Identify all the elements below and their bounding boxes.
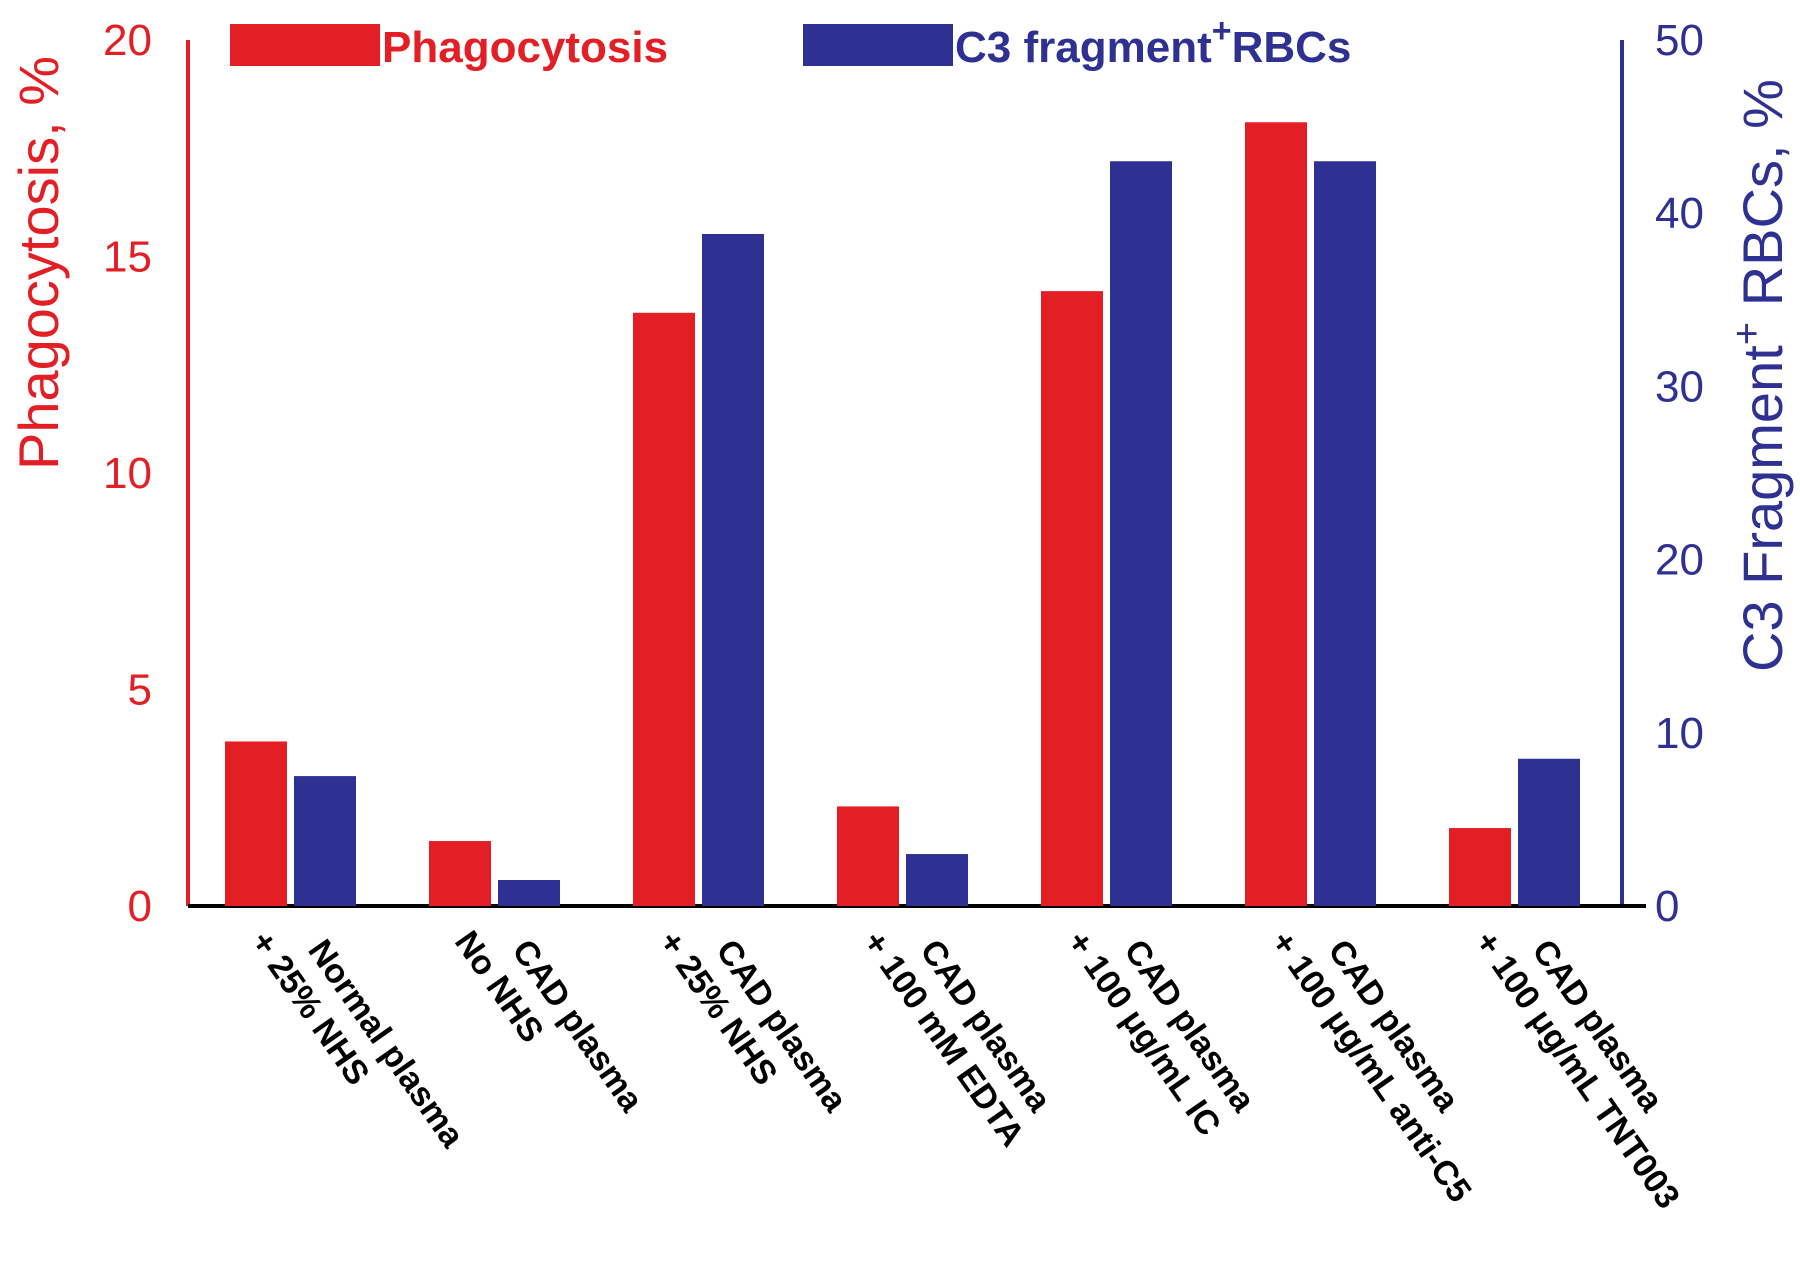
right-tick-label: 20 — [1655, 536, 1704, 585]
right-tick-label: 30 — [1655, 362, 1704, 411]
category-label-4: CAD plasma+ 100 mM EDTA — [855, 924, 1059, 1153]
left-axis-title: Phagocytosis, % — [7, 56, 70, 470]
right-axis-title-main: C3 Fragment — [1731, 345, 1794, 672]
bar-phagocytosis-3 — [633, 312, 695, 906]
bar-c3-fragment-4 — [906, 854, 968, 906]
category-label-7: CAD plasma+ 100 μg/mL TNT003 — [1467, 924, 1687, 1215]
right-axis-title-sup: + — [1725, 322, 1769, 345]
right-tick-label: 50 — [1655, 16, 1704, 65]
bar-phagocytosis-5 — [1041, 291, 1103, 906]
legend-label-c3: C3 fragment+RBCs — [955, 12, 1351, 72]
bar-c3-fragment-5 — [1110, 161, 1172, 907]
legend: Phagocytosis C3 fragment+RBCs — [230, 12, 1351, 72]
right-tick-label: 40 — [1655, 189, 1704, 238]
ticks: 0 5 10 15 20 0 10 20 30 40 50 — [103, 16, 1704, 931]
bar-c3-fragment-3 — [702, 233, 764, 906]
legend-label-c3-main: C3 fragment — [955, 23, 1212, 72]
bars — [225, 122, 1580, 907]
legend-swatch-c3 — [803, 24, 953, 66]
bar-c3-fragment-6 — [1314, 161, 1376, 907]
left-tick-label: 5 — [128, 666, 152, 715]
left-tick-label: 20 — [103, 16, 152, 65]
bar-phagocytosis-6 — [1245, 122, 1307, 906]
left-tick-label: 10 — [103, 449, 152, 498]
bar-c3-fragment-1 — [294, 776, 356, 906]
bar-phagocytosis-7 — [1449, 828, 1511, 906]
right-tick-label: 0 — [1655, 882, 1679, 931]
right-axis-title-tail: RBCs, % — [1731, 79, 1794, 322]
bar-c3-fragment-7 — [1518, 758, 1580, 906]
axes — [186, 40, 1646, 908]
legend-label-c3-sup: + — [1212, 12, 1232, 50]
bar-phagocytosis-1 — [225, 741, 287, 906]
left-tick-label: 15 — [103, 233, 152, 282]
legend-swatch-phagocytosis — [230, 24, 380, 66]
legend-label-phagocytosis: Phagocytosis — [382, 23, 668, 72]
bar-phagocytosis-4 — [837, 806, 899, 906]
category-label-1: Normal plasma+ 25% NHS — [243, 924, 472, 1155]
category-label-5: CAD plasma+ 100 μg/mL IC — [1059, 924, 1263, 1143]
legend-label-c3-tail: RBCs — [1232, 23, 1352, 72]
right-tick-label: 10 — [1655, 709, 1704, 758]
bar-c3-fragment-2 — [498, 880, 560, 906]
category-label-3: CAD plasma+ 25% NHS — [651, 924, 855, 1119]
right-axis-title: C3 Fragment+ RBCs, % — [1725, 79, 1794, 672]
bar-phagocytosis-2 — [429, 841, 491, 906]
axis-titles: Phagocytosis, % C3 Fragment+ RBCs, % — [7, 56, 1794, 672]
left-tick-label: 0 — [128, 882, 152, 931]
